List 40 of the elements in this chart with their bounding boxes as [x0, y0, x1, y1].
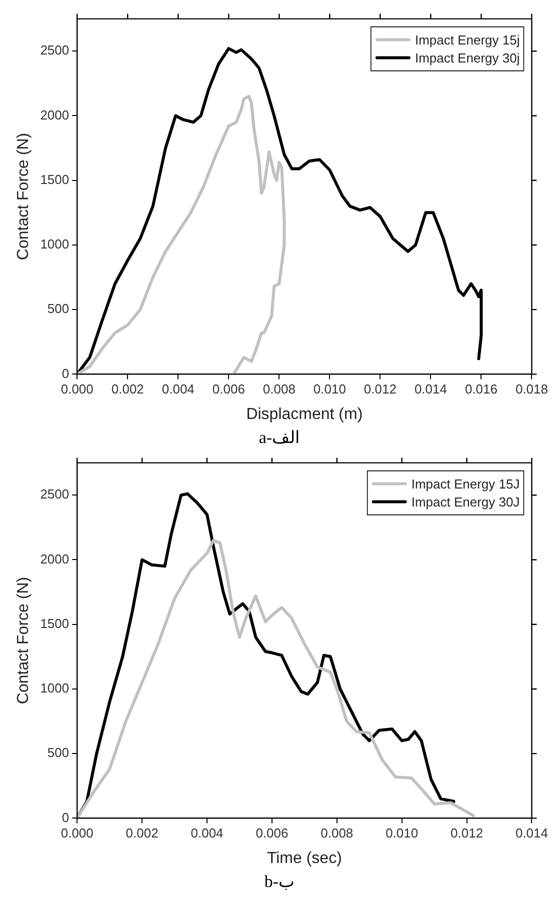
x-tick-label: 0.008 [262, 382, 296, 397]
x-tick-label: 0.008 [320, 826, 354, 841]
x-tick-label: 0.010 [313, 382, 346, 397]
y-tick-label: 500 [47, 301, 70, 316]
y-tick-label: 0 [62, 810, 70, 825]
y-tick-label: 2500 [40, 42, 70, 58]
x-tick-label: 0.012 [364, 382, 396, 397]
y-axis-title: Contact Force (N) [15, 576, 32, 704]
x-tick-label: 0.012 [450, 826, 484, 841]
text: a-الف [258, 428, 302, 448]
text: b-ب [263, 872, 296, 892]
x-tick-label: 0.006 [256, 826, 288, 841]
x-tick-label: 0.016 [464, 382, 498, 397]
y-tick-label: 500 [47, 745, 70, 760]
x-tick-label: 0.000 [60, 382, 94, 397]
y-axis-title: Contact Force (N) [15, 132, 32, 260]
y-tick-label: 1500 [40, 172, 70, 187]
legend-label: Impact Energy 30J [411, 494, 520, 510]
y-tick-label: 2000 [40, 551, 70, 566]
y-tick-label: 1000 [40, 680, 70, 696]
x-tick-label: 0.018 [515, 382, 548, 397]
legend-label: Impact Energy 15j [414, 32, 520, 48]
x-tick-label: 0.002 [111, 382, 144, 397]
y-tick-label: 1500 [40, 616, 70, 631]
legend-label: Impact Energy 30j [414, 50, 520, 66]
x-axis-title: Displacment (m) [246, 406, 363, 423]
y-tick-label: 1000 [40, 236, 70, 252]
x-tick-label: 0.002 [126, 826, 158, 841]
y-tick-label: 0 [62, 366, 70, 381]
x-tick-label: 0.004 [162, 382, 194, 397]
x-tick-label: 0.004 [190, 826, 224, 841]
x-tick-label: 0.010 [386, 826, 418, 841]
x-axis-title: Time (sec) [266, 850, 342, 867]
x-tick-label: 0.000 [60, 826, 94, 841]
x-tick-label: 0.006 [212, 382, 245, 397]
y-tick-label: 2500 [40, 486, 70, 502]
legend-label: Impact Energy 15J [411, 476, 520, 492]
y-tick-label: 2000 [40, 107, 70, 122]
x-tick-label: 0.014 [414, 382, 447, 397]
x-tick-label: 0.014 [515, 826, 548, 841]
